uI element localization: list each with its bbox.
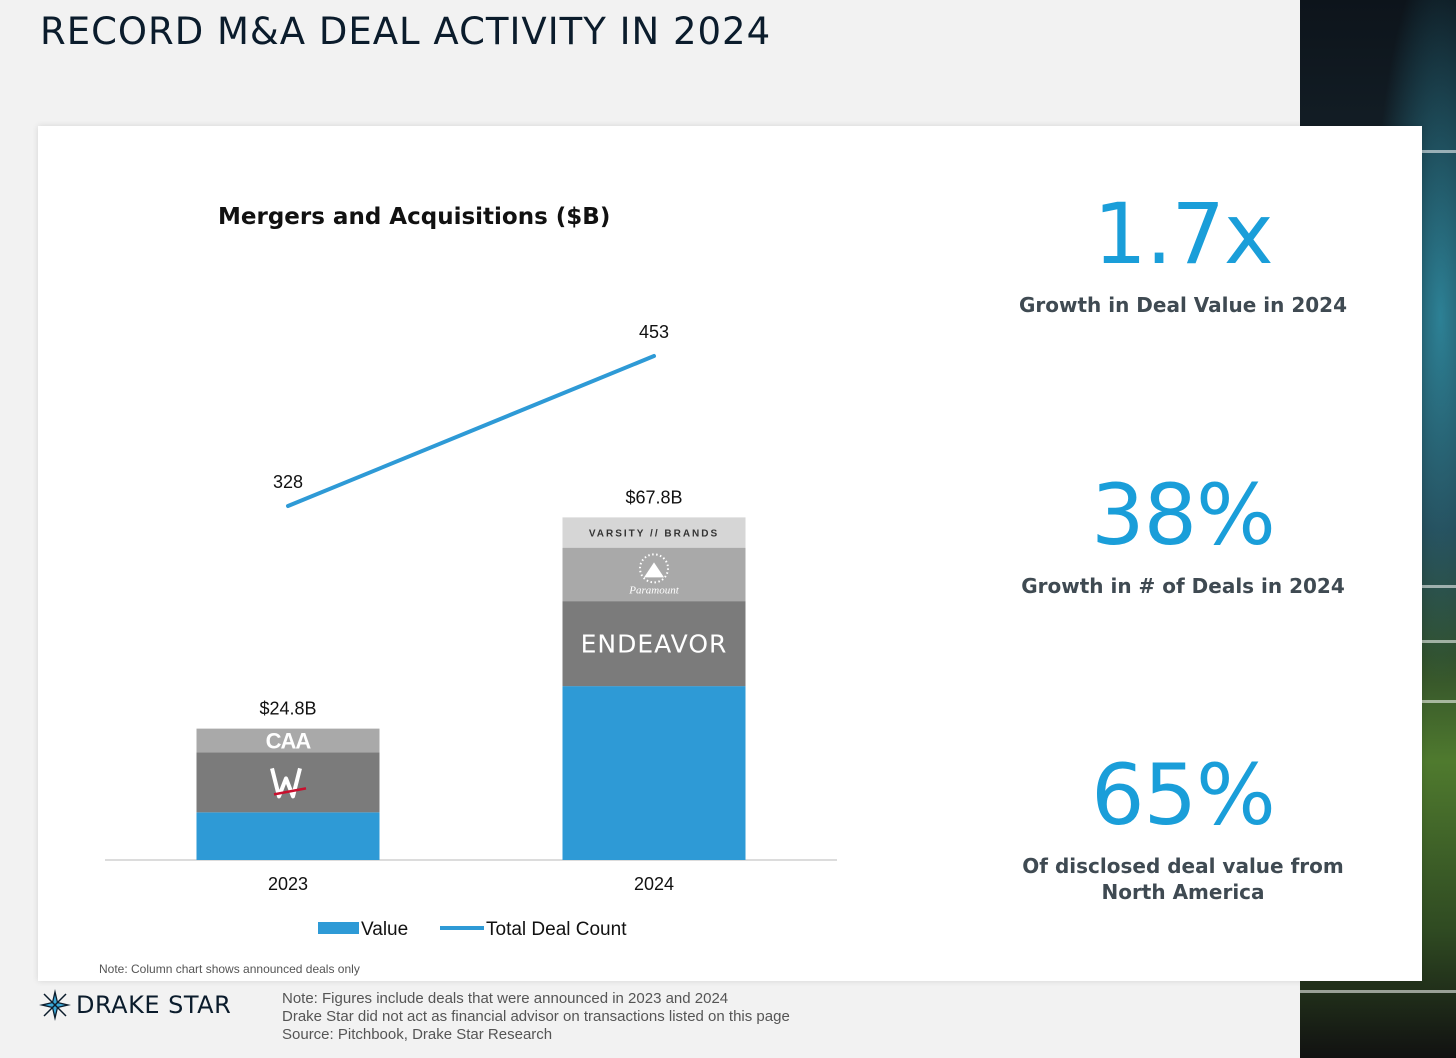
bar-value-label: $24.8B <box>259 699 316 719</box>
bar-value-label: $67.8B <box>625 487 682 507</box>
page-title: RECORD M&A DEAL ACTIVITY IN 2024 <box>40 10 772 53</box>
chart-title: Mergers and Acquisitions ($B) <box>218 204 611 230</box>
footnote-line: Note: Figures include deals that were an… <box>282 990 729 1007</box>
stat-deal-count-growth: 38% Growth in # of Deals in 2024 <box>998 473 1368 599</box>
footnotes: Note: Figures include deals that were an… <box>282 990 790 1044</box>
x-tick-label: 2023 <box>268 874 308 894</box>
bar-segment-endeavor <box>562 601 746 687</box>
logo-caa: CAA <box>266 729 312 754</box>
x-tick-label: 2024 <box>634 874 674 894</box>
content-card: Mergers and Acquisitions ($B) CAA $24.8B 2… <box>38 126 1422 981</box>
wwe-logo-slash <box>273 787 307 796</box>
stat-label-line: Of disclosed deal value from <box>1022 854 1344 878</box>
bar-segment-varsity-brands <box>562 517 746 548</box>
deal-count-label: 328 <box>273 472 303 492</box>
deal-count-line <box>286 354 656 508</box>
logo-varsity-brands: VARSITY // BRANDS <box>589 529 719 540</box>
star-icon <box>39 989 71 1021</box>
stat-value: 65% <box>1091 746 1276 844</box>
mna-chart: CAA $24.8B 2023 ENDEAVOR Paramount VARSITY //… <box>105 322 837 940</box>
legend-label-value: Value <box>361 919 408 940</box>
stat-north-america-share: 65% Of disclosed deal value from North A… <box>998 753 1368 905</box>
logo-endeavor: ENDEAVOR <box>581 630 728 659</box>
deal-count-label: 453 <box>639 322 669 342</box>
footnote-line: Drake Star did not act as financial advi… <box>282 1008 790 1025</box>
stat-label: Growth in # of Deals in 2024 <box>1021 574 1345 598</box>
wwe-logo-icon <box>270 767 302 799</box>
stat-value: 38% <box>1091 466 1276 564</box>
stat-value: 1.7x <box>1093 185 1273 283</box>
legend-label-deal-count: Total Deal Count <box>486 919 627 940</box>
stat-deal-value-growth: 1.7x Growth in Deal Value in 2024 <box>998 192 1368 318</box>
paramount-mountain <box>644 562 664 578</box>
brand-name: DRAKE STAR <box>76 991 232 1019</box>
bar-segment-other <box>196 812 380 860</box>
stat-label-line: North America <box>1101 880 1265 904</box>
chart-note: Note: Column chart shows announced deals… <box>99 962 360 976</box>
stat-label: Of disclosed deal value from North Ameri… <box>998 853 1368 905</box>
paramount-logo-icon <box>639 553 669 584</box>
stat-label: Growth in Deal Value in 2024 <box>1018 293 1348 317</box>
drake-star-logo: DRAKE STAR <box>38 988 231 1022</box>
paramount-wordmark: Paramount <box>628 584 679 596</box>
footnote-line: Source: Pitchbook, Drake Star Research <box>282 1026 553 1043</box>
bar-segment-caa <box>196 728 380 753</box>
legend-swatch-value <box>318 922 359 934</box>
bar-segment-other <box>562 686 746 860</box>
